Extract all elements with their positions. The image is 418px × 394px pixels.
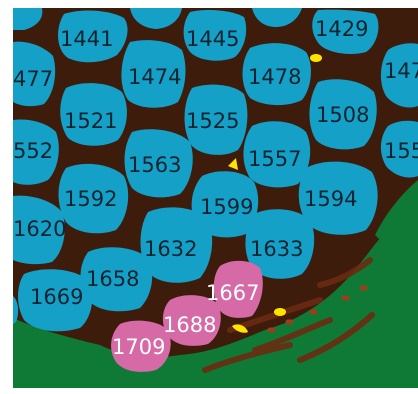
cell-1592 xyxy=(58,163,129,234)
cell-1521 xyxy=(60,83,127,146)
cell-1474 xyxy=(121,40,186,108)
cell-1633 xyxy=(245,209,315,279)
cell-1445 xyxy=(183,9,247,61)
cell-1441 xyxy=(58,10,128,63)
cell-label-1632: 1632 xyxy=(144,237,197,261)
cell-1429 xyxy=(312,9,379,54)
yellow-marker xyxy=(310,54,322,62)
cell-label-1658: 1658 xyxy=(86,267,139,291)
cell-label-1441: 1441 xyxy=(60,27,113,51)
cell-shapes xyxy=(13,8,418,332)
cell-label-147: 147 xyxy=(384,59,418,83)
yellow-marker xyxy=(232,324,248,333)
cell-label-1474: 1474 xyxy=(128,65,181,89)
highlighted-cell-shapes xyxy=(111,260,263,372)
cell-label-1594: 1594 xyxy=(304,187,357,211)
cell-labels: 1441 1445 1429 477 1474 1478 147 1521 15… xyxy=(13,17,418,359)
cell-label-477: 477 xyxy=(13,67,53,91)
cell-label-1557: 1557 xyxy=(248,147,301,171)
cell-label-1688: 1688 xyxy=(163,313,216,337)
cell-label-1667: 1667 xyxy=(206,281,259,305)
cell-1594 xyxy=(298,161,378,235)
cell-label-1478: 1478 xyxy=(248,65,301,89)
cell-147 xyxy=(380,43,418,108)
cell-477 xyxy=(13,41,56,107)
cell-label-1508: 1508 xyxy=(316,103,369,127)
cell-1525 xyxy=(184,84,248,155)
cell-1709 xyxy=(111,320,171,372)
cell-1557 xyxy=(243,121,311,188)
cell-1688 xyxy=(162,295,221,346)
cell-552 xyxy=(13,119,59,185)
brown-strands xyxy=(202,257,375,373)
cell-label-155: 155 xyxy=(384,139,418,163)
cell-1667 xyxy=(213,260,263,318)
green-region-right-edge xyxy=(375,180,418,240)
cell-1669 xyxy=(18,269,93,332)
cell-155 xyxy=(380,120,418,178)
cell-1632 xyxy=(140,207,213,283)
yellow-marker xyxy=(274,308,286,316)
cell-label-1599: 1599 xyxy=(200,195,253,219)
cell-label-1592: 1592 xyxy=(64,187,117,211)
cell-label-1620: 1620 xyxy=(13,217,66,241)
cell-1658 xyxy=(80,247,153,312)
cell-label-1633: 1633 xyxy=(250,237,303,261)
yellow-markers xyxy=(228,54,322,333)
cell-label-1429: 1429 xyxy=(315,17,368,41)
cell-label-1525: 1525 xyxy=(186,109,239,133)
cell-label-1521: 1521 xyxy=(64,109,117,133)
cell-top-small-2 xyxy=(252,8,302,27)
green-region-bottom xyxy=(13,195,418,388)
cell-label-1669: 1669 xyxy=(30,285,83,309)
cell-1508 xyxy=(309,79,377,150)
yellow-marker xyxy=(228,158,238,170)
cell-left-bottom-sliver xyxy=(13,296,19,324)
cell-label-1563: 1563 xyxy=(128,153,181,177)
cell-label-552: 552 xyxy=(13,139,53,163)
cell-1620 xyxy=(13,195,65,265)
cell-1563 xyxy=(124,129,193,198)
cell-label-1709: 1709 xyxy=(112,335,165,359)
cell-label-1445: 1445 xyxy=(186,27,239,51)
cell-top-left-corner xyxy=(13,8,43,30)
cell-top-small-1 xyxy=(130,8,182,29)
brown-dots xyxy=(267,285,368,333)
cell-1478 xyxy=(242,43,311,106)
